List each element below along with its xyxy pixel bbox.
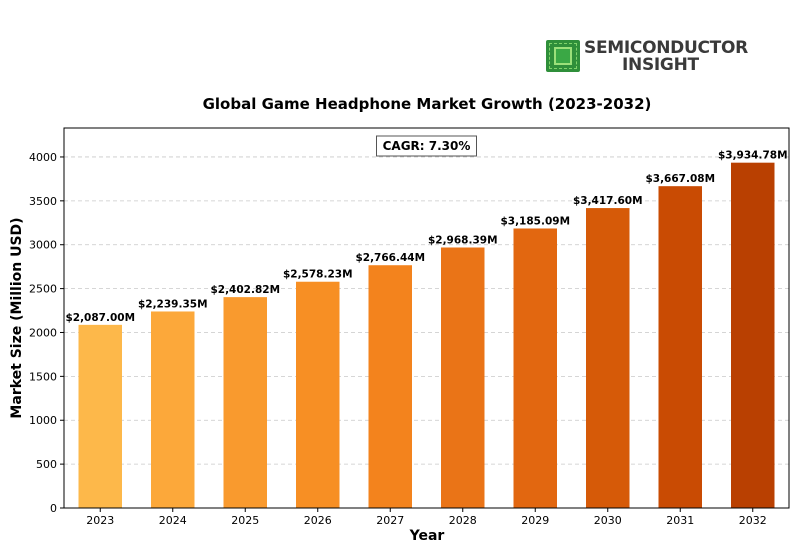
data-label: $3,934.78M: [718, 150, 788, 162]
y-tick-label: 3500: [29, 195, 57, 208]
y-tick-label: 0: [50, 502, 57, 515]
x-tick-label: 2030: [594, 514, 622, 527]
logo-text-line2: INSIGHT: [622, 55, 699, 75]
x-tick-label: 2026: [304, 514, 332, 527]
x-axis-title: Year: [409, 528, 445, 544]
logo-text-line1: SEMICONDUCTOR: [584, 38, 748, 58]
data-label: $2,968.39M: [428, 234, 498, 246]
x-axis: 2023 2024 2025 2026 2027 2028 2029 2030 2031 2032: [86, 508, 767, 527]
bars: [78, 162, 775, 509]
bar: [78, 324, 122, 508]
chart-title: Global Game Headphone Market Growth (202…: [203, 95, 652, 113]
data-label: $2,578.23M: [283, 269, 353, 281]
chip-icon: [546, 40, 580, 72]
cagr-box: [376, 135, 477, 157]
bar: [441, 247, 485, 509]
data-label: $2,766.44M: [355, 252, 425, 264]
x-tick-label: 2025: [231, 514, 259, 527]
bar: [513, 228, 557, 508]
bar: [658, 186, 702, 508]
y-tick-label: 1500: [29, 370, 57, 383]
y-tick-label: 4000: [29, 151, 57, 164]
x-tick-label: 2032: [739, 514, 767, 527]
cagr-text: CAGR: 7.30%: [383, 139, 471, 153]
y-tick-label: 1000: [29, 414, 57, 427]
y-axis: 0 500 1000 1500 2000 2500 3000 3500 4000: [29, 151, 64, 515]
semiconductor-insight-logo: SEMICONDUCTOR INSIGHT: [546, 38, 748, 75]
bar: [151, 311, 195, 508]
data-label: $2,087.00M: [65, 312, 135, 324]
x-tick-label: 2027: [376, 514, 404, 527]
data-label: $3,185.09M: [500, 215, 570, 227]
bar: [368, 265, 412, 508]
y-tick-label: 2500: [29, 283, 57, 296]
plot-frame: [63, 127, 790, 509]
x-tick-label: 2024: [159, 514, 187, 527]
y-tick-label: 2000: [29, 326, 57, 339]
cagr-annotation: CAGR: 7.30%: [376, 135, 477, 157]
bar: [296, 281, 340, 508]
y-axis-title: Market Size (Million USD): [9, 217, 25, 418]
bar: [223, 297, 267, 508]
data-label: $2,402.82M: [210, 284, 280, 296]
data-labels: $2,087.00M$2,239.35M$2,402.82M$2,578.23M…: [65, 150, 787, 324]
y-tick-label: 500: [36, 458, 57, 471]
bar: [731, 162, 775, 508]
data-label: $3,667.08M: [645, 173, 715, 185]
x-tick-label: 2029: [521, 514, 549, 527]
bar: [586, 208, 630, 508]
x-tick-label: 2031: [666, 514, 694, 527]
data-label: $2,239.35M: [138, 298, 208, 310]
y-tick-label: 3000: [29, 239, 57, 252]
x-tick-label: 2028: [449, 514, 477, 527]
x-tick-label: 2023: [86, 514, 114, 527]
data-label: $3,417.60M: [573, 195, 643, 207]
